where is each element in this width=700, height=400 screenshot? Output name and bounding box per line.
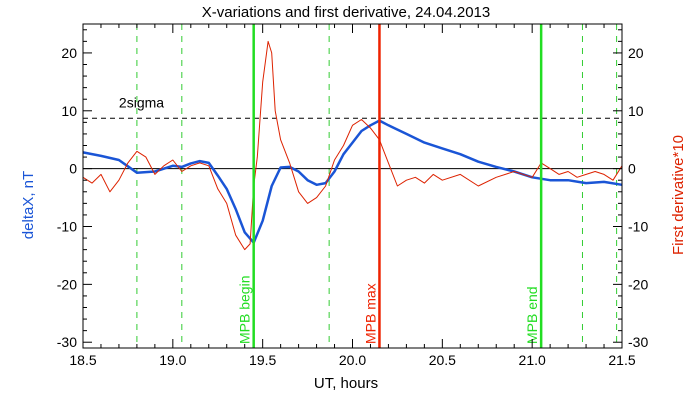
y-tick-label-left: 20 (61, 45, 77, 61)
y-tick-label-right: -20 (628, 276, 648, 292)
dashed-marker-lines (136, 24, 618, 348)
y-tick-label-right: -30 (628, 334, 648, 350)
marker-label-0: MPB begin (237, 276, 253, 344)
x-tick-label: 19.0 (159, 352, 186, 368)
series-layer (82, 40, 623, 251)
y-tick-label-right: 0 (628, 161, 636, 177)
y-tick-label-left: -10 (57, 219, 77, 235)
series-line-deltax (82, 119, 623, 244)
series-line-derivative (82, 40, 623, 251)
reference-lines: 2sigma (83, 94, 622, 170)
x-tick-label: 20.5 (429, 352, 456, 368)
y-tick-label-left: -20 (57, 276, 77, 292)
y-tick-label-right: 10 (628, 103, 644, 119)
x-tick-label: 20.0 (339, 352, 366, 368)
x-tick-label: 21.5 (608, 352, 635, 368)
x-tick-label: 18.5 (69, 352, 96, 368)
threshold-label: 2sigma (119, 94, 164, 110)
marker-label-2: MPB end (524, 286, 540, 344)
marker-label-1: MPB max (362, 283, 378, 344)
x-tick-label: 19.5 (249, 352, 276, 368)
y-axis-label-right: First derivative*10 (670, 135, 687, 255)
y-tick-label-left: 0 (69, 161, 77, 177)
y-tick-label-right: -10 (628, 219, 648, 235)
axes: 18.5 19.0 19.5 20.0 20.5 21.0 21.5 -30 -30 -20 -20… (57, 23, 648, 368)
event-markers: MPB begin MPB max MPB end (237, 24, 543, 348)
y-axis-label-left: deltaX, nT (20, 171, 37, 239)
y-tick-label-left: 10 (61, 103, 77, 119)
x-tick-label: 21.0 (519, 352, 546, 368)
chart-title: X-variations and first derivative, 24.04… (202, 4, 491, 21)
y-tick-label-left: -30 (57, 334, 77, 350)
y-tick-label-right: 20 (628, 45, 644, 61)
x-axis-label: UT, hours (314, 375, 378, 392)
